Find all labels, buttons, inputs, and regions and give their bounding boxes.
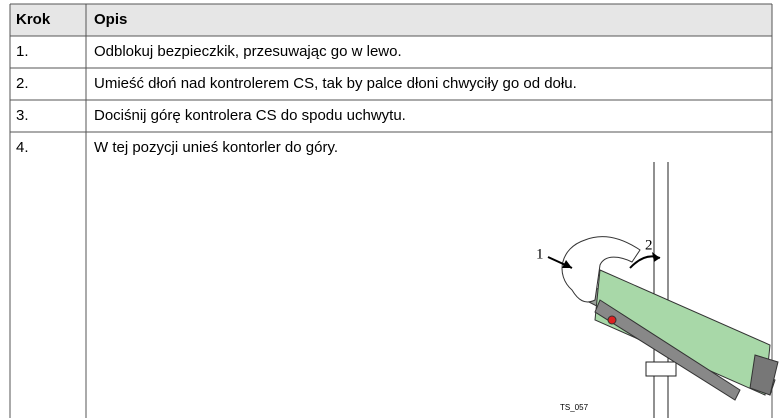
figure-code: TS_057 [560, 403, 589, 412]
step-number: 4. [16, 139, 29, 156]
callout: 1 [536, 246, 544, 262]
table-borders [9, 3, 773, 418]
callout: 2 [645, 237, 653, 253]
step-text: W tej pozycji unieś kontorler do góry. [94, 139, 338, 156]
step-text: Dociśnij górę kontrolera CS do spodu uch… [94, 107, 406, 124]
illustration [547, 162, 779, 418]
step-number: 1. [16, 43, 29, 60]
step-text: Odblokuj bezpieczkik, przesuwając go w l… [94, 43, 402, 60]
header-background [10, 4, 772, 36]
step-number: 3. [16, 107, 29, 124]
header-cell: Opis [94, 11, 127, 28]
step-text: Umieść dłoń nad kontrolerem CS, tak by p… [94, 75, 577, 92]
step-number: 2. [16, 75, 29, 92]
header-cell: Krok [16, 11, 51, 28]
